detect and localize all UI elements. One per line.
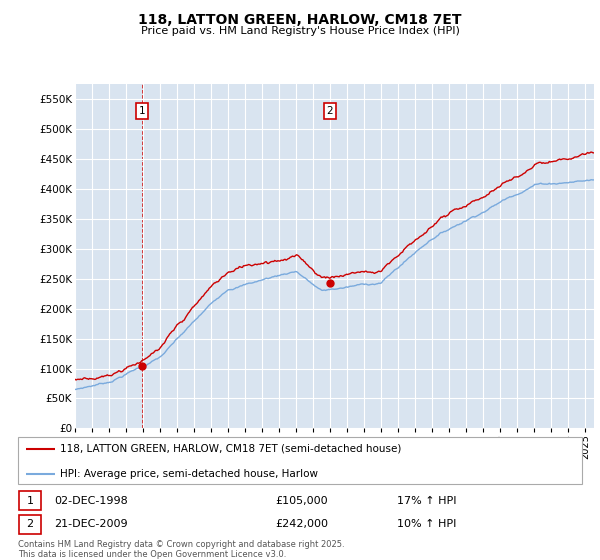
FancyBboxPatch shape xyxy=(18,437,582,484)
FancyBboxPatch shape xyxy=(19,515,41,534)
Text: £105,000: £105,000 xyxy=(276,496,328,506)
Text: 02-DEC-1998: 02-DEC-1998 xyxy=(54,496,128,506)
Text: 1: 1 xyxy=(139,106,145,116)
Text: 118, LATTON GREEN, HARLOW, CM18 7ET (semi-detached house): 118, LATTON GREEN, HARLOW, CM18 7ET (sem… xyxy=(60,444,401,454)
Text: 17% ↑ HPI: 17% ↑ HPI xyxy=(397,496,457,506)
Text: £242,000: £242,000 xyxy=(276,519,329,529)
Text: 10% ↑ HPI: 10% ↑ HPI xyxy=(397,519,457,529)
FancyBboxPatch shape xyxy=(19,491,41,510)
Text: 2: 2 xyxy=(26,519,34,529)
Point xyxy=(325,279,335,288)
Point xyxy=(137,361,146,370)
Text: This data is licensed under the Open Government Licence v3.0.: This data is licensed under the Open Gov… xyxy=(18,550,286,559)
Text: 118, LATTON GREEN, HARLOW, CM18 7ET: 118, LATTON GREEN, HARLOW, CM18 7ET xyxy=(138,13,462,27)
Text: 1: 1 xyxy=(26,496,34,506)
Text: Contains HM Land Registry data © Crown copyright and database right 2025.: Contains HM Land Registry data © Crown c… xyxy=(18,540,344,549)
Text: 2: 2 xyxy=(326,106,333,116)
Text: 21-DEC-2009: 21-DEC-2009 xyxy=(54,519,128,529)
Text: Price paid vs. HM Land Registry's House Price Index (HPI): Price paid vs. HM Land Registry's House … xyxy=(140,26,460,36)
Text: HPI: Average price, semi-detached house, Harlow: HPI: Average price, semi-detached house,… xyxy=(60,469,319,479)
